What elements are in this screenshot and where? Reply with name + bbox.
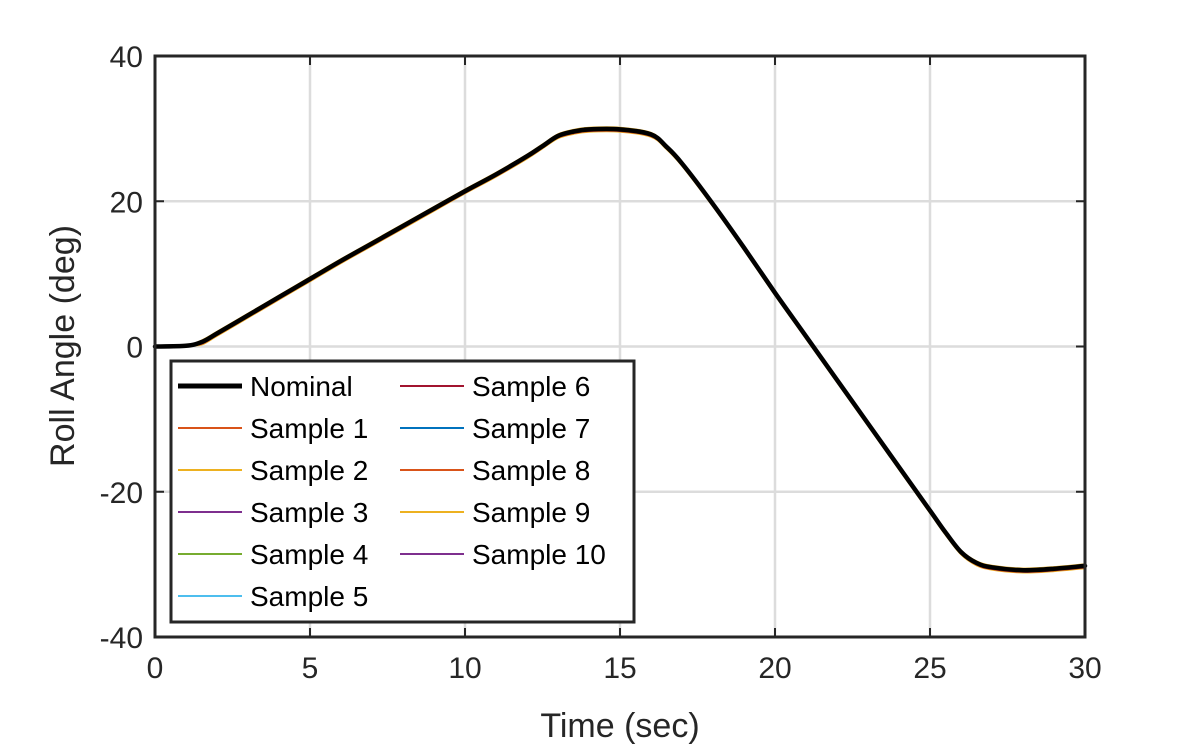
legend-label: Sample 2 xyxy=(250,455,368,486)
legend-label: Sample 8 xyxy=(472,455,590,486)
x-tick-label: 5 xyxy=(302,652,319,685)
y-tick-label: 0 xyxy=(126,332,143,365)
y-tick-label: 40 xyxy=(110,41,143,74)
x-axis-label: Time (sec) xyxy=(540,707,699,745)
legend-label: Sample 7 xyxy=(472,413,590,444)
legend-label: Sample 4 xyxy=(250,539,368,570)
y-tick-label: -40 xyxy=(100,622,143,655)
series-layer xyxy=(152,126,1088,574)
tick-labels: 0 5 10 15 20 25 30 -40 -20 0 20 40 xyxy=(100,41,1102,685)
y-axis-label: Roll Angle (deg) xyxy=(44,225,82,467)
legend-label: Sample 6 xyxy=(472,371,590,402)
legend-label: Sample 10 xyxy=(472,539,606,570)
legend-label: Sample 3 xyxy=(250,497,368,528)
x-tick-label: 30 xyxy=(1068,652,1101,685)
x-tick-label: 0 xyxy=(147,652,164,685)
legend-box xyxy=(169,359,636,624)
x-tick-label: 10 xyxy=(448,652,481,685)
y-tick-label: 20 xyxy=(110,186,143,219)
legend-label: Sample 5 xyxy=(250,581,368,612)
series-line-nominal xyxy=(152,126,1088,573)
y-tick-label: -20 xyxy=(100,477,143,510)
legend-label: Nominal xyxy=(250,371,353,402)
x-tick-label: 20 xyxy=(758,652,791,685)
x-tick-label: 25 xyxy=(913,652,946,685)
legend: Nominal Sample 1 Sample 2 Sample 3 Sample 4 S… xyxy=(169,359,636,624)
legend-label: Sample 1 xyxy=(250,413,368,444)
x-tick-label: 15 xyxy=(603,652,636,685)
axes-box xyxy=(153,54,1087,639)
legend-label: Sample 9 xyxy=(472,497,590,528)
